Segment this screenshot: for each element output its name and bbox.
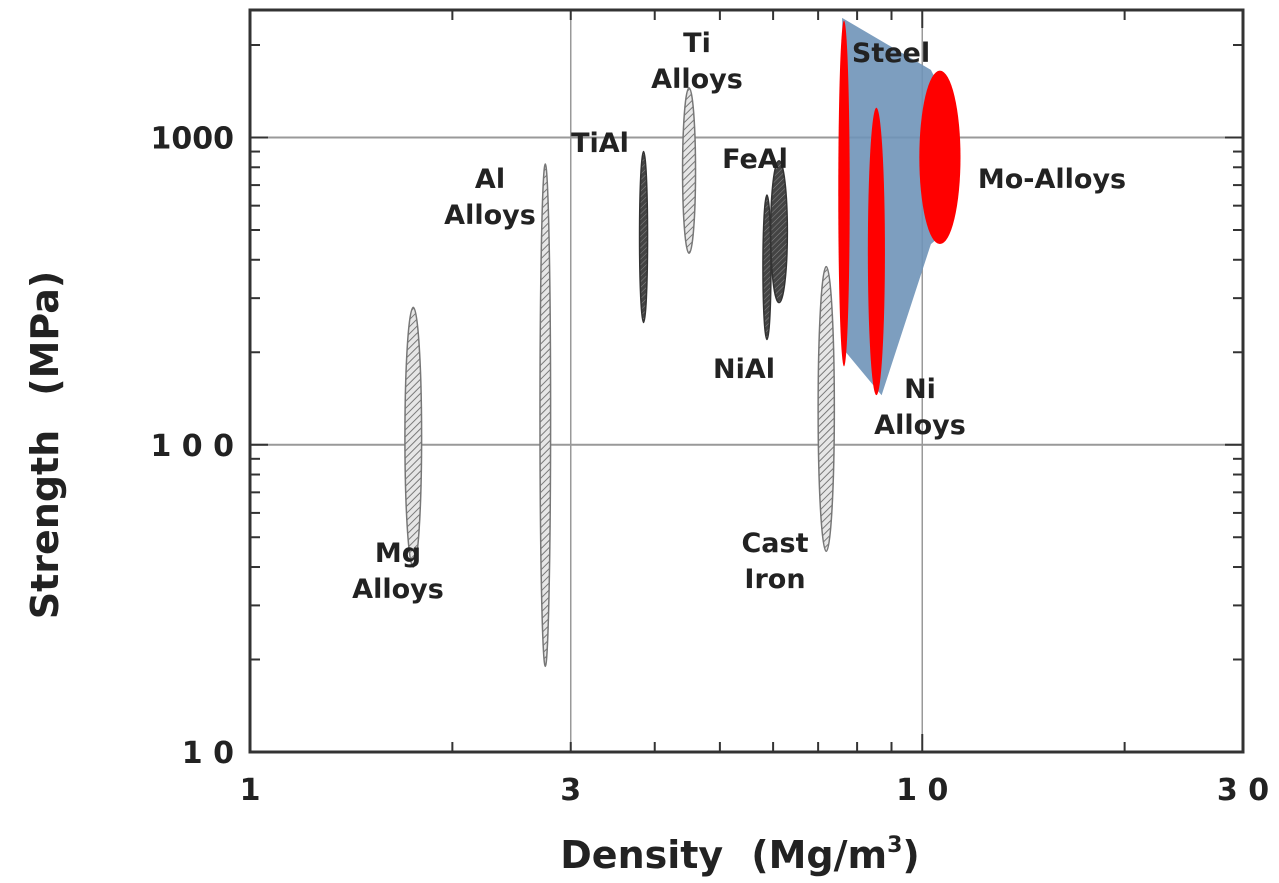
label-feal: FeAl [722,144,788,175]
y-tick-label: 1 0 0 [150,429,234,464]
label-line: NiAl [713,354,775,385]
label-line: Iron [744,564,805,595]
label-line: Mo-Alloys [978,164,1126,195]
label-line: FeAl [722,144,788,175]
x-tick-label: 1 [240,773,261,808]
y-axis-title: Strength (MPa) [23,271,67,620]
x-axis-title-sup: 3 [887,833,902,858]
label-line: Al [475,164,505,195]
bubble-steel [838,20,850,367]
bubble-feal [769,160,789,304]
x-axis-title-unit: (Mg/m [751,833,887,877]
plot-frame [248,8,1245,754]
label-cast-iron: Cast Iron [741,528,808,595]
x-tick-label: 3 0 [1217,773,1269,808]
axis-ticks: 1 3 1 0 3 0 1 0 1 0 0 1000 [150,10,1269,808]
y-axis-title-main: Strength [23,430,67,620]
bubble-mg-alloys [404,306,423,568]
y-tick-label: 1000 [151,122,235,157]
label-line: Mg [375,538,421,569]
bubble-ti-alloys [681,87,697,255]
label-line: Ni [904,374,936,405]
x-axis-title-close: ) [902,833,919,877]
label-line: TiAl [571,128,629,159]
bubble-labels: Mg Alloys Al Alloys TiAl Ti Alloys NiAl FeAl Cast… [352,28,1126,605]
label-al-alloys: Al Alloys [444,164,536,231]
label-line: Cast [741,528,808,559]
label-ni-alloys: Ni Alloys [874,374,966,441]
y-tick-label: 1 0 [182,736,234,771]
label-nial: NiAl [713,354,775,385]
label-line: Alloys [874,410,966,441]
label-line: Ti [683,28,711,59]
plot-border [248,8,1245,754]
x-tick-label: 1 0 [896,773,948,808]
label-steel: Steel [852,38,930,69]
label-mo-alloys: Mo-Alloys [978,164,1126,195]
label-mg-alloys: Mg Alloys [352,538,444,605]
bubble-al-alloys [539,163,552,668]
label-line: Steel [852,38,930,69]
label-line: Alloys [444,200,536,231]
label-ti-alloys: Ti Alloys [651,28,743,95]
bubble-ni-alloys [867,107,885,396]
x-axis-title: Density (Mg/m3) [560,833,920,877]
bubble-tial [638,150,649,324]
bubble-cast-iron [817,265,836,553]
x-tick-label: 3 [560,773,581,808]
label-line: Alloys [352,574,444,605]
y-axis-title-unit: (MPa) [23,271,67,396]
bubble-nial [762,194,772,341]
x-axis-title-main: Density [560,833,723,877]
material-bubbles [404,20,961,668]
label-line: Alloys [651,64,743,95]
label-tial: TiAl [571,128,629,159]
bubble-mo-alloys [919,70,961,245]
